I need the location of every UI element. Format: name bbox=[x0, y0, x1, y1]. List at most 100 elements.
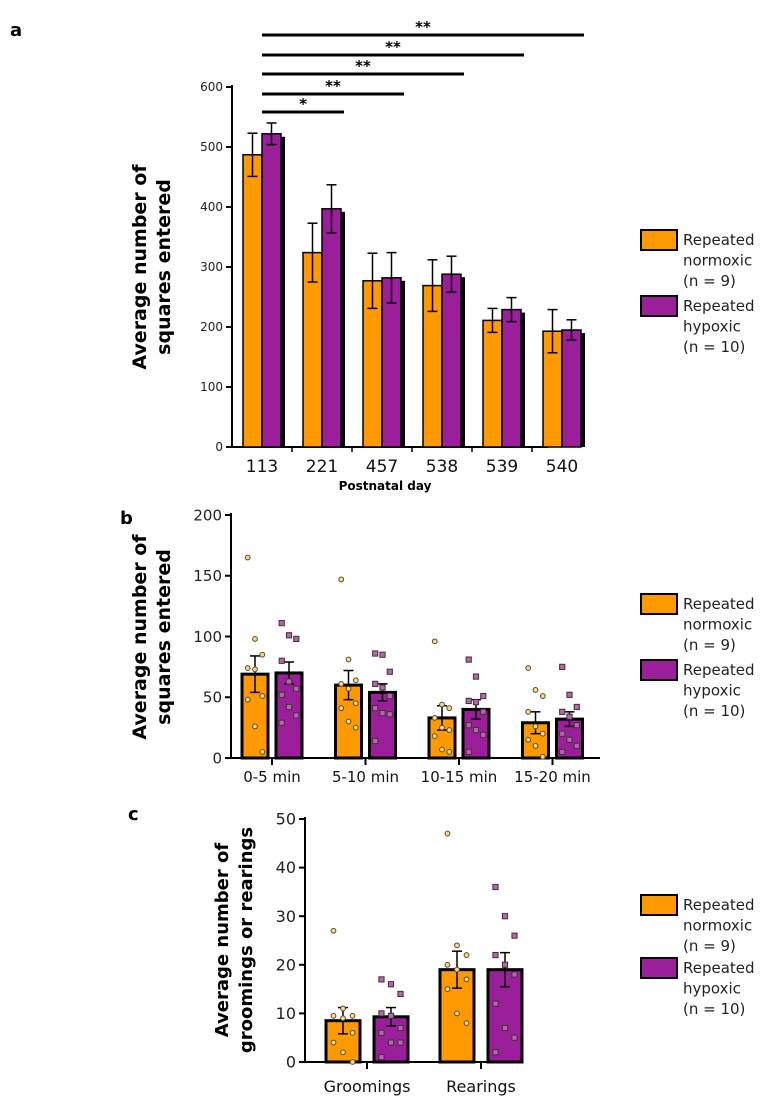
data-point-hypoxic bbox=[397, 990, 404, 998]
data-point-hypoxic bbox=[472, 699, 480, 706]
data-point-normoxic bbox=[349, 1029, 356, 1036]
legend-swatch bbox=[640, 295, 678, 317]
legend-swatch bbox=[640, 894, 678, 916]
legend-item-normoxic: Repeated normoxic (n = 9) bbox=[640, 593, 755, 654]
data-point-hypoxic bbox=[285, 678, 293, 685]
data-point-normoxic bbox=[444, 830, 451, 837]
data-point-normoxic bbox=[525, 665, 532, 671]
legend-label: Repeated bbox=[683, 661, 755, 679]
data-point-normoxic bbox=[244, 665, 251, 671]
data-point-hypoxic bbox=[573, 703, 580, 711]
legend-label: normoxic bbox=[683, 616, 752, 634]
x-tick-label: 457 bbox=[366, 457, 398, 477]
data-point-hypoxic bbox=[285, 632, 293, 639]
y-tick-label: 30 bbox=[276, 907, 296, 926]
data-point-normoxic bbox=[352, 700, 359, 707]
svg-text:squares entered: squares entered bbox=[153, 179, 175, 355]
data-point-normoxic bbox=[454, 966, 460, 973]
data-point-hypoxic bbox=[511, 1034, 518, 1041]
data-point-hypoxic bbox=[293, 685, 300, 692]
data-point-normoxic bbox=[340, 1049, 346, 1056]
legend-item-normoxic: Repeated normoxic (n = 9) bbox=[640, 229, 755, 290]
data-point-normoxic bbox=[330, 1012, 337, 1019]
y-tick-label: 300 bbox=[200, 260, 223, 274]
legend-label: hypoxic bbox=[683, 682, 741, 700]
y-axis-label-a: Average number of squares entered bbox=[129, 164, 175, 370]
legend-item-hypoxic: Repeated hypoxic (n = 10) bbox=[640, 957, 755, 1018]
data-point-hypoxic bbox=[285, 703, 293, 711]
bar-hypoxic bbox=[321, 208, 342, 448]
data-point-hypoxic bbox=[501, 913, 509, 920]
data-point-hypoxic bbox=[492, 1000, 499, 1007]
data-point-normoxic bbox=[244, 554, 251, 561]
data-point-normoxic bbox=[444, 961, 451, 968]
data-point-normoxic bbox=[252, 723, 258, 730]
x-axis-label-a: Postnatal day bbox=[339, 479, 432, 493]
significance-label: ** bbox=[355, 57, 371, 75]
data-point-normoxic bbox=[539, 730, 546, 737]
data-point-hypoxic bbox=[566, 713, 573, 720]
legend-label: normoxic bbox=[683, 917, 752, 935]
x-tick-label: 0-5 min bbox=[243, 768, 301, 786]
y-tick-label: 20 bbox=[276, 955, 296, 974]
legend-item-hypoxic: Repeated hypoxic (n = 10) bbox=[640, 659, 755, 720]
data-point-normoxic bbox=[444, 986, 451, 992]
data-point-hypoxic bbox=[379, 684, 386, 691]
svg-text:squares entered: squares entered bbox=[153, 549, 175, 725]
bar-hypoxic bbox=[561, 329, 582, 448]
data-point-normoxic bbox=[244, 696, 251, 703]
data-point-normoxic bbox=[446, 705, 453, 712]
data-point-hypoxic bbox=[573, 742, 580, 749]
legend-label: Repeated bbox=[683, 297, 755, 315]
data-point-normoxic bbox=[345, 656, 352, 663]
legend-label: (n = 9) bbox=[683, 937, 736, 955]
data-point-normoxic bbox=[439, 724, 445, 731]
data-point-normoxic bbox=[338, 705, 345, 712]
data-point-normoxic bbox=[532, 723, 539, 730]
y-tick-label: 600 bbox=[200, 80, 223, 94]
bar-hypoxic bbox=[261, 133, 282, 448]
data-point-hypoxic bbox=[278, 691, 285, 698]
bar-normoxic bbox=[482, 319, 503, 448]
legend-swatch bbox=[640, 593, 678, 615]
data-point-hypoxic bbox=[379, 651, 386, 658]
x-tick-label: 15-20 min bbox=[514, 768, 591, 786]
data-point-hypoxic bbox=[501, 1024, 509, 1032]
legend-label: Repeated bbox=[683, 595, 755, 613]
bar-hypoxic bbox=[441, 273, 462, 448]
y-tick-label: 400 bbox=[200, 200, 223, 214]
plot-panel-b: 0 50 100 150 200 0-5 min 5-10 min 10-15 min 15-2… bbox=[193, 506, 600, 786]
data-point-hypoxic bbox=[387, 1039, 395, 1046]
data-point-hypoxic bbox=[293, 635, 300, 643]
data-point-hypoxic bbox=[480, 731, 487, 739]
legend-label: (n = 10) bbox=[683, 1000, 745, 1018]
data-point-normoxic bbox=[446, 749, 453, 755]
x-tick-label: Groomings bbox=[324, 1077, 411, 1096]
data-point-hypoxic bbox=[386, 692, 393, 700]
significance-label: * bbox=[299, 95, 307, 113]
data-point-hypoxic bbox=[480, 692, 487, 700]
y-tick-label: 0 bbox=[215, 440, 223, 454]
y-tick-label: 100 bbox=[193, 628, 222, 646]
data-point-normoxic bbox=[252, 636, 258, 642]
data-point-hypoxic bbox=[511, 971, 518, 978]
data-point-hypoxic bbox=[559, 708, 566, 715]
significance-label: ** bbox=[385, 38, 401, 56]
data-point-normoxic bbox=[463, 1020, 470, 1027]
legend-label: Repeated bbox=[683, 959, 755, 977]
svg-text:groomings or rearings: groomings or rearings bbox=[236, 827, 257, 1053]
data-point-normoxic bbox=[340, 1005, 346, 1012]
y-tick-label: 0 bbox=[286, 1053, 296, 1072]
x-tick-label: 5-10 min bbox=[332, 768, 399, 786]
data-point-normoxic bbox=[539, 753, 546, 760]
data-point-normoxic bbox=[338, 576, 345, 583]
legend-label: (n = 9) bbox=[683, 636, 736, 654]
data-point-normoxic bbox=[532, 687, 539, 693]
svg-text:Average number of: Average number of bbox=[129, 164, 151, 370]
legend-label: hypoxic bbox=[683, 318, 741, 336]
data-point-normoxic bbox=[439, 746, 445, 753]
data-point-normoxic bbox=[349, 1012, 356, 1019]
data-point-normoxic bbox=[338, 680, 345, 687]
legend-swatch bbox=[640, 659, 678, 681]
